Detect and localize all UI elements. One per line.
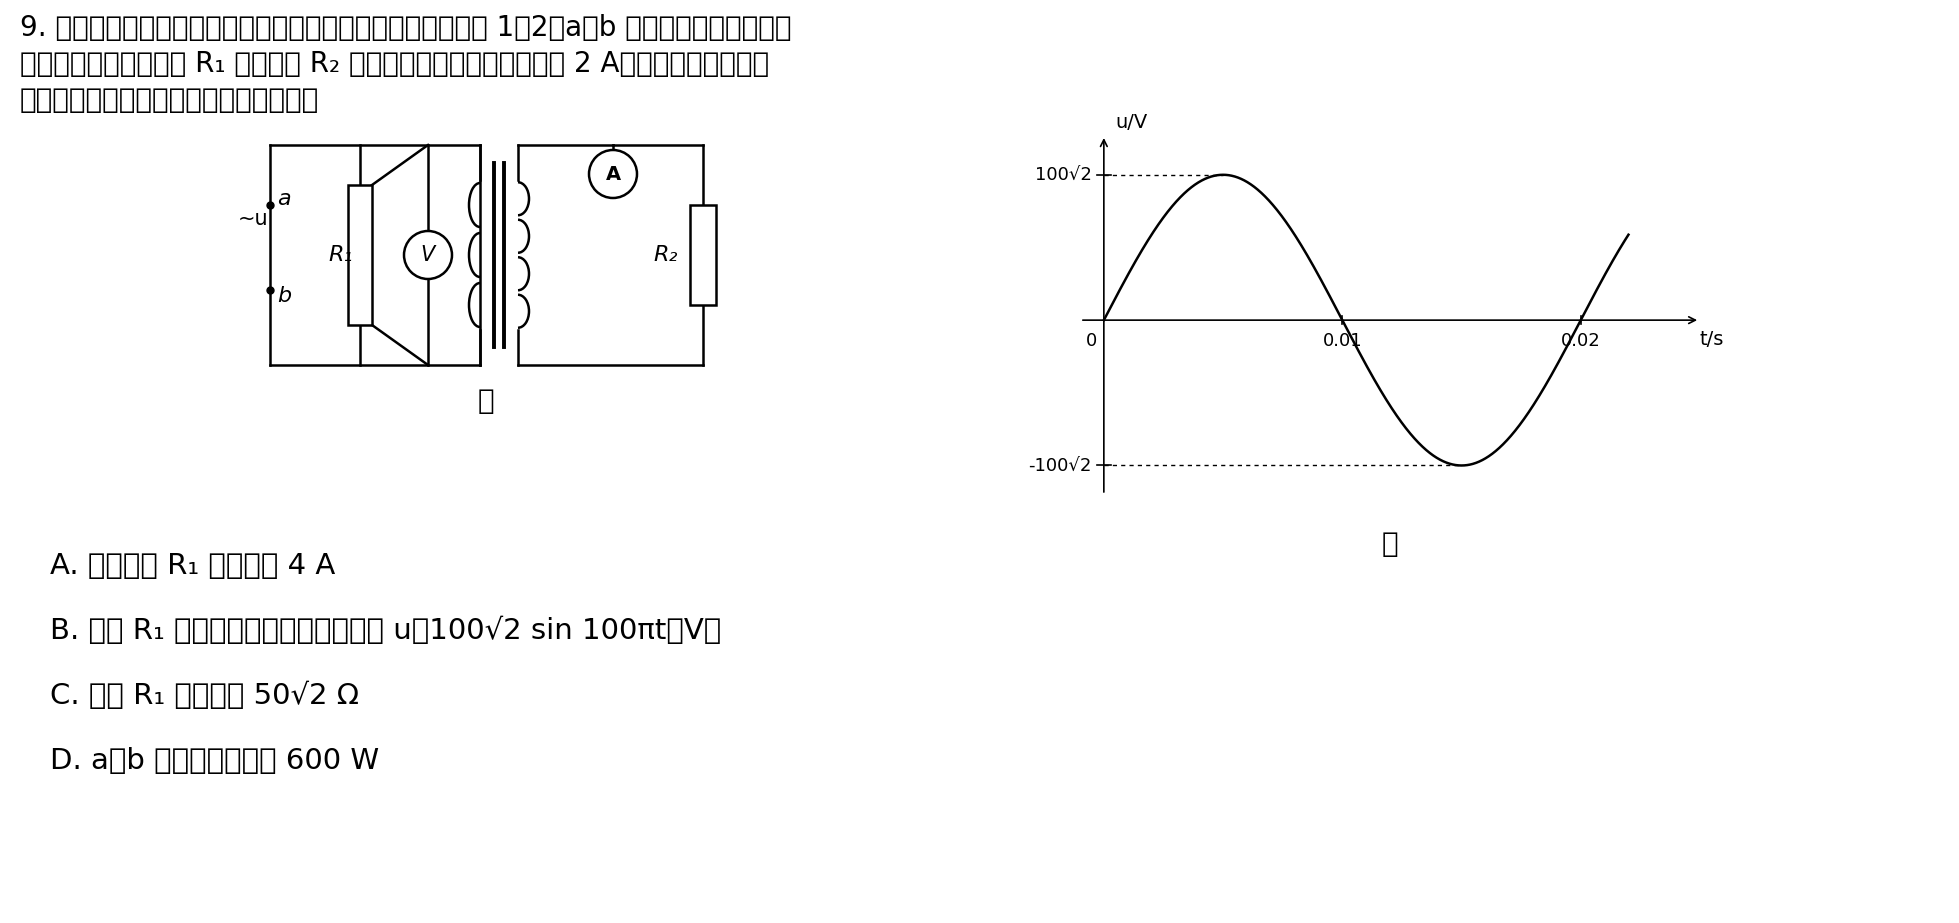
Text: 9. 如图甲所示的电路中，理想变压器原、副线圈的匹数之比为 1：2，a、b 输入端输入如图乙所示: 9. 如图甲所示的电路中，理想变压器原、副线圈的匹数之比为 1：2，a、b 输入… xyxy=(20,14,791,42)
Text: B. 电阱 R₁ 两端电压的瞬时値表达式为 u＝100√2 sin 100πt（V）: B. 电阱 R₁ 两端电压的瞬时値表达式为 u＝100√2 sin 100πt（… xyxy=(51,617,721,645)
Text: a: a xyxy=(276,189,290,209)
Text: R₂: R₂ xyxy=(652,245,678,265)
Text: A: A xyxy=(605,164,621,184)
Text: 的正弦交变电流，电阱 R₁ 的功率是 R₂ 功率的一半，电流表的示数为 2 A，电路中的电流表、: 的正弦交变电流，电阱 R₁ 的功率是 R₂ 功率的一半，电流表的示数为 2 A，… xyxy=(20,50,770,78)
Text: D. a、b 端输入的功率为 600 W: D. a、b 端输入的功率为 600 W xyxy=(51,747,380,775)
Text: b: b xyxy=(276,286,292,306)
Bar xyxy=(349,185,372,325)
Bar xyxy=(690,205,715,305)
Text: V: V xyxy=(421,245,435,265)
Text: 100√2: 100√2 xyxy=(1034,166,1091,184)
Text: C. 电阱 R₁ 的阻値为 50√2 Ω: C. 电阱 R₁ 的阻値为 50√2 Ω xyxy=(51,682,358,711)
Text: 0.01: 0.01 xyxy=(1322,332,1362,351)
Text: 电压表均为理想电表，下列说法正确的是: 电压表均为理想电表，下列说法正确的是 xyxy=(20,86,319,114)
Circle shape xyxy=(590,150,637,198)
Text: R₁: R₁ xyxy=(327,245,353,265)
Text: u/V: u/V xyxy=(1117,113,1148,132)
Text: t/s: t/s xyxy=(1700,330,1724,350)
Text: 乙: 乙 xyxy=(1381,530,1399,558)
Text: 0: 0 xyxy=(1085,332,1097,351)
Text: A. 通过电阱 R₁ 的电流为 4 A: A. 通过电阱 R₁ 的电流为 4 A xyxy=(51,552,335,580)
Text: 甲: 甲 xyxy=(478,387,494,415)
Text: -100√2: -100√2 xyxy=(1028,457,1091,474)
Text: 0.02: 0.02 xyxy=(1561,332,1601,351)
Text: ~u: ~u xyxy=(237,209,268,229)
Circle shape xyxy=(404,231,453,279)
